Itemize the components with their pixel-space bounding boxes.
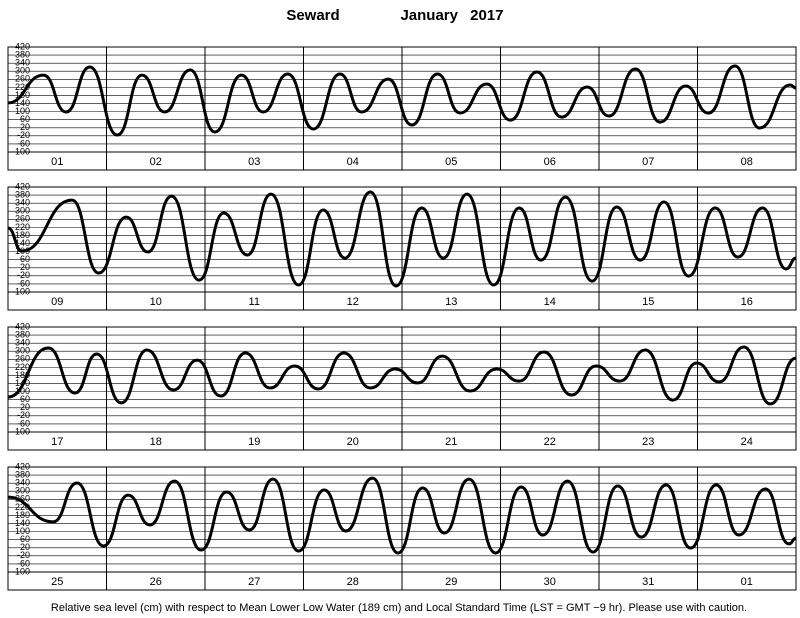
day-label: 15: [642, 296, 654, 308]
y-tick-label: 340: [15, 58, 30, 68]
tide-curve: [7, 64, 797, 137]
period-title: January 2017: [400, 7, 503, 24]
y-tick-label: 260: [15, 494, 30, 504]
y-tick-label: 220: [15, 502, 30, 512]
day-label: 03: [248, 156, 260, 168]
day-label: 31: [642, 576, 654, 588]
day-label: 04: [347, 156, 359, 168]
day-label: 01: [51, 156, 63, 168]
y-tick-label: -20: [17, 270, 30, 280]
day-label: 12: [347, 296, 359, 308]
y-tick-label: 180: [15, 230, 30, 240]
day-label: 29: [445, 576, 457, 588]
day-label: 01: [741, 576, 753, 588]
y-tick-label: 140: [15, 518, 30, 528]
y-tick-label: 140: [15, 98, 30, 108]
day-label: 10: [150, 296, 162, 308]
tide-curve: [7, 476, 797, 555]
y-tick-label: -100: [12, 566, 30, 576]
y-tick-label: 300: [15, 346, 30, 356]
y-tick-label: 380: [15, 49, 30, 59]
station-title: Seward: [286, 7, 339, 24]
day-label: 28: [347, 576, 359, 588]
y-tick-label: 100: [15, 386, 30, 396]
y-tick-label: 220: [15, 82, 30, 92]
day-label: 23: [642, 436, 654, 448]
y-tick-label: 180: [15, 510, 30, 520]
y-tick-label: 60: [20, 394, 30, 404]
y-tick-label: 20: [20, 542, 30, 552]
y-tick-label: 380: [15, 189, 30, 199]
day-label: 09: [51, 296, 63, 308]
y-tick-label: 380: [15, 329, 30, 339]
day-label: 16: [741, 296, 753, 308]
y-tick-label: 300: [15, 486, 30, 496]
day-label: 17: [51, 436, 63, 448]
y-tick-label: 420: [15, 321, 30, 331]
y-tick-label: 300: [15, 66, 30, 76]
day-label: 08: [741, 156, 753, 168]
y-tick-label: 340: [15, 198, 30, 208]
y-tick-label: 20: [20, 402, 30, 412]
y-tick-label: 420: [15, 181, 30, 191]
day-label: 27: [248, 576, 260, 588]
y-tick-label: -100: [12, 286, 30, 296]
day-label: 22: [544, 436, 556, 448]
day-label: 14: [544, 296, 556, 308]
day-label: 19: [248, 436, 260, 448]
tide-curve: [7, 190, 797, 288]
y-tick-label: 340: [15, 338, 30, 348]
day-label: 18: [150, 436, 162, 448]
y-tick-label: 20: [20, 122, 30, 132]
tide-curve: [7, 345, 797, 406]
y-tick-label: 140: [15, 238, 30, 248]
y-tick-label: 100: [15, 526, 30, 536]
y-tick-label: -100: [12, 146, 30, 156]
day-label: 06: [544, 156, 556, 168]
y-tick-label: 260: [15, 74, 30, 84]
y-tick-label: -20: [17, 550, 30, 560]
y-tick-label: 340: [15, 478, 30, 488]
y-tick-label: -60: [17, 558, 30, 568]
y-tick-label: 420: [15, 41, 30, 51]
y-tick-label: -20: [17, 130, 30, 140]
y-tick-label: 260: [15, 354, 30, 364]
y-tick-label: 60: [20, 254, 30, 264]
day-label: 25: [51, 576, 63, 588]
day-label: 07: [642, 156, 654, 168]
y-tick-label: 300: [15, 206, 30, 216]
y-tick-label: 420: [15, 461, 30, 471]
day-label: 21: [445, 436, 457, 448]
y-tick-label: 100: [15, 106, 30, 116]
y-tick-label: -60: [17, 418, 30, 428]
y-tick-label: 220: [15, 222, 30, 232]
y-tick-label: 60: [20, 534, 30, 544]
y-tick-label: 260: [15, 214, 30, 224]
day-label: 24: [741, 436, 753, 448]
y-tick-label: 380: [15, 469, 30, 479]
day-label: 26: [150, 576, 162, 588]
y-tick-label: 20: [20, 262, 30, 272]
y-tick-label: 60: [20, 114, 30, 124]
day-label: 02: [150, 156, 162, 168]
y-tick-label: -100: [12, 426, 30, 436]
footnote: Relative sea level (cm) with respect to …: [51, 602, 747, 614]
y-tick-label: 180: [15, 370, 30, 380]
day-label: 13: [445, 296, 457, 308]
y-tick-label: -60: [17, 138, 30, 148]
y-tick-label: -60: [17, 278, 30, 288]
y-tick-label: 220: [15, 362, 30, 372]
day-label: 05: [445, 156, 457, 168]
y-tick-label: -20: [17, 410, 30, 420]
day-label: 20: [347, 436, 359, 448]
day-label: 30: [544, 576, 556, 588]
day-label: 11: [249, 296, 260, 308]
